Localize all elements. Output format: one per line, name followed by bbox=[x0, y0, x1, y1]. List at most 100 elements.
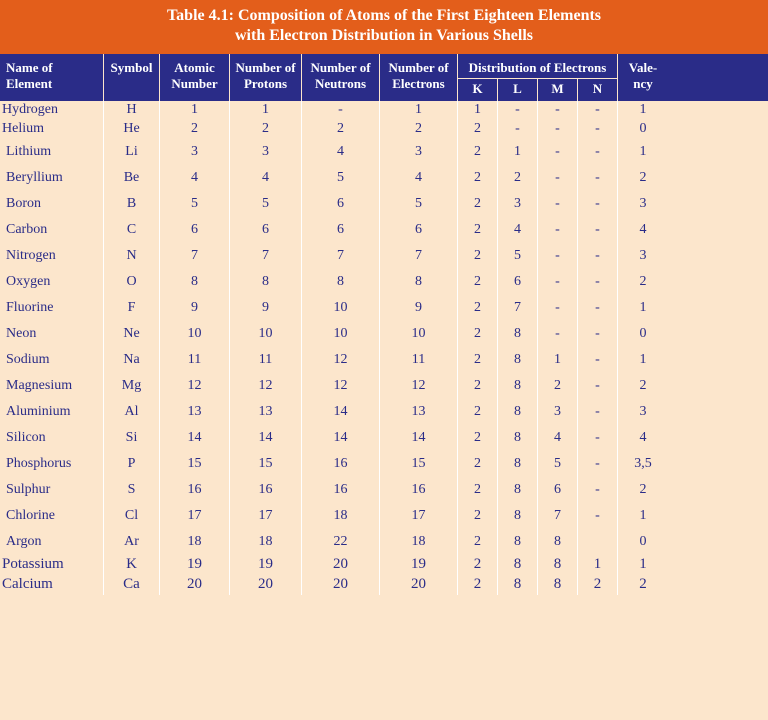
cell-name: Beryllium bbox=[0, 165, 104, 191]
table-row: BerylliumBe445422--2 bbox=[0, 165, 768, 191]
cell-sym: B bbox=[104, 191, 160, 217]
table-row: SiliconSi14141414284-4 bbox=[0, 425, 768, 451]
cell-m: - bbox=[538, 120, 578, 139]
cell-m: - bbox=[538, 295, 578, 321]
cell-atom: 7 bbox=[160, 243, 230, 269]
cell-m: 7 bbox=[538, 503, 578, 529]
cell-l: 5 bbox=[498, 243, 538, 269]
cell-m: - bbox=[538, 269, 578, 295]
table-row: FluorineF9910927--1 bbox=[0, 295, 768, 321]
cell-n: - bbox=[578, 269, 618, 295]
cell-sym: Na bbox=[104, 347, 160, 373]
cell-m: - bbox=[538, 101, 578, 120]
cell-n: - bbox=[578, 451, 618, 477]
cell-val: 2 bbox=[618, 373, 668, 399]
cell-atom: 10 bbox=[160, 321, 230, 347]
cell-name: Magnesium bbox=[0, 373, 104, 399]
cell-prot: 13 bbox=[230, 399, 302, 425]
cell-l: 8 bbox=[498, 529, 538, 555]
cell-elec: 19 bbox=[380, 555, 458, 575]
cell-k: 2 bbox=[458, 191, 498, 217]
table-row: CalciumCa2020202028822 bbox=[0, 575, 768, 595]
cell-atom: 19 bbox=[160, 555, 230, 575]
cell-neut: 5 bbox=[302, 165, 380, 191]
cell-prot: 18 bbox=[230, 529, 302, 555]
col-name: Name of Element bbox=[0, 54, 104, 101]
cell-k: 2 bbox=[458, 321, 498, 347]
cell-m: 3 bbox=[538, 399, 578, 425]
cell-val: 3,5 bbox=[618, 451, 668, 477]
cell-val: 1 bbox=[618, 347, 668, 373]
cell-prot: 8 bbox=[230, 269, 302, 295]
cell-neut: 14 bbox=[302, 425, 380, 451]
cell-n: 1 bbox=[578, 555, 618, 575]
cell-l: 8 bbox=[498, 555, 538, 575]
cell-elec: 1 bbox=[380, 101, 458, 120]
cell-elec: 4 bbox=[380, 165, 458, 191]
table-body-extra: PotassiumK1919201928811CalciumCa20202020… bbox=[0, 555, 768, 595]
table-row: NeonNe1010101028--0 bbox=[0, 321, 768, 347]
title-line-2: with Electron Distribution in Various Sh… bbox=[0, 26, 768, 46]
table-row: OxygenO888826--2 bbox=[0, 269, 768, 295]
cell-name: Chlorine bbox=[0, 503, 104, 529]
cell-atom: 18 bbox=[160, 529, 230, 555]
cell-sym: S bbox=[104, 477, 160, 503]
cell-prot: 11 bbox=[230, 347, 302, 373]
cell-atom: 14 bbox=[160, 425, 230, 451]
cell-name: Calcium bbox=[0, 575, 104, 595]
cell-elec: 6 bbox=[380, 217, 458, 243]
cell-elec: 9 bbox=[380, 295, 458, 321]
cell-n: - bbox=[578, 120, 618, 139]
cell-name: Carbon bbox=[0, 217, 104, 243]
cell-atom: 6 bbox=[160, 217, 230, 243]
cell-elec: 16 bbox=[380, 477, 458, 503]
cell-elec: 14 bbox=[380, 425, 458, 451]
cell-k: 2 bbox=[458, 347, 498, 373]
cell-atom: 9 bbox=[160, 295, 230, 321]
cell-l: 8 bbox=[498, 451, 538, 477]
col-electrons: Number of Electrons bbox=[380, 54, 458, 101]
table-row: ArgonAr181822182880 bbox=[0, 529, 768, 555]
cell-neut: 6 bbox=[302, 217, 380, 243]
cell-n: - bbox=[578, 191, 618, 217]
cell-m: 5 bbox=[538, 451, 578, 477]
table-row: SulphurS16161616286-2 bbox=[0, 477, 768, 503]
cell-sym: Ar bbox=[104, 529, 160, 555]
table-row: AluminiumAl13131413283-3 bbox=[0, 399, 768, 425]
cell-sym: C bbox=[104, 217, 160, 243]
cell-name: Hydrogen bbox=[0, 101, 104, 120]
cell-k: 2 bbox=[458, 451, 498, 477]
cell-l: - bbox=[498, 120, 538, 139]
cell-n: - bbox=[578, 165, 618, 191]
cell-prot: 3 bbox=[230, 139, 302, 165]
cell-neut: 6 bbox=[302, 191, 380, 217]
cell-sym: N bbox=[104, 243, 160, 269]
cell-l: 4 bbox=[498, 217, 538, 243]
cell-name: Aluminium bbox=[0, 399, 104, 425]
cell-atom: 8 bbox=[160, 269, 230, 295]
cell-n: - bbox=[578, 295, 618, 321]
cell-l: 7 bbox=[498, 295, 538, 321]
cell-name: Sodium bbox=[0, 347, 104, 373]
cell-val: 0 bbox=[618, 529, 668, 555]
cell-elec: 2 bbox=[380, 120, 458, 139]
cell-val: 4 bbox=[618, 217, 668, 243]
cell-k: 2 bbox=[458, 555, 498, 575]
cell-prot: 17 bbox=[230, 503, 302, 529]
table-row: PhosphorusP15151615285-3,5 bbox=[0, 451, 768, 477]
cell-elec: 15 bbox=[380, 451, 458, 477]
col-M: M bbox=[538, 79, 578, 101]
cell-atom: 13 bbox=[160, 399, 230, 425]
cell-atom: 20 bbox=[160, 575, 230, 595]
cell-n: - bbox=[578, 373, 618, 399]
cell-n: - bbox=[578, 425, 618, 451]
cell-neut: 18 bbox=[302, 503, 380, 529]
cell-elec: 12 bbox=[380, 373, 458, 399]
cell-elec: 5 bbox=[380, 191, 458, 217]
cell-neut: 16 bbox=[302, 477, 380, 503]
cell-m: 8 bbox=[538, 529, 578, 555]
cell-elec: 13 bbox=[380, 399, 458, 425]
dist-label: Distribution of Electrons bbox=[458, 54, 617, 79]
cell-l: 8 bbox=[498, 399, 538, 425]
cell-atom: 2 bbox=[160, 120, 230, 139]
